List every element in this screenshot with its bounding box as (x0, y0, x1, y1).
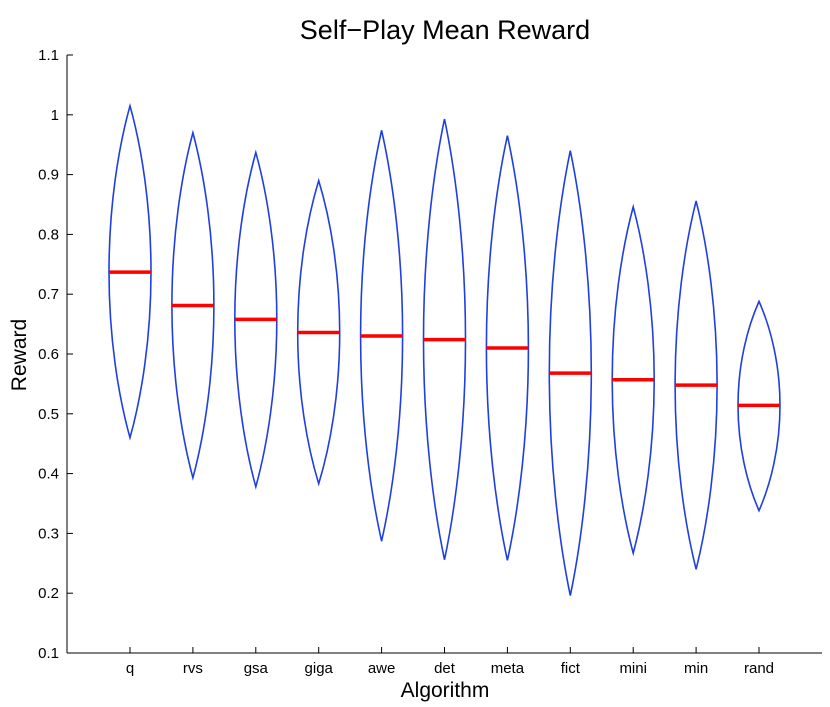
violin-min (674, 200, 718, 570)
x-tick-label: rvs (183, 660, 203, 677)
y-tick-label: 0.4 (38, 466, 59, 483)
violin-giga (296, 177, 341, 487)
y-tick-label: 0.7 (38, 286, 59, 303)
x-tick-label: det (434, 660, 456, 677)
x-tick-label: rand (744, 660, 774, 677)
violin-q (108, 102, 152, 441)
chart-title: Self−Play Mean Reward (300, 15, 590, 45)
violin-rvs (171, 129, 215, 481)
y-tick-label: 0.3 (38, 525, 59, 542)
violin-rand (737, 299, 781, 513)
violins (108, 102, 781, 596)
violin-fict (548, 150, 593, 596)
violin-mini (611, 203, 656, 557)
x-tick-label: meta (491, 660, 525, 677)
violin-det (422, 118, 467, 560)
x-tick-label: fict (561, 660, 581, 677)
x-tick-label: giga (305, 660, 334, 677)
y-axis-label: Reward (8, 319, 31, 391)
x-tick-label: awe (368, 660, 396, 677)
violin-awe (359, 130, 404, 542)
axes: 0.1 0.2 0.3 0.4 0.5 0.6 0.7 0.8 0.9 1 1.1 q rvs gsa gi… (38, 47, 822, 677)
mean-markers (109, 270, 780, 408)
x-tick-label: gsa (244, 660, 269, 677)
y-tick-label: 0.6 (38, 346, 59, 363)
x-axis-label: Algorithm (401, 679, 490, 702)
x-tick-label: q (126, 660, 134, 677)
x-tick-label: min (684, 660, 708, 677)
y-tick-label: 1 (51, 107, 59, 124)
y-tick-label: 0.1 (38, 645, 59, 662)
y-tick-label: 1.1 (38, 47, 59, 64)
y-tick-label: 0.9 (38, 167, 59, 184)
violin-meta (485, 135, 530, 561)
y-tick-label: 0.2 (38, 585, 59, 602)
violin-gsa (233, 149, 278, 490)
y-tick-label: 0.5 (38, 406, 59, 423)
x-tick-label: mini (619, 660, 647, 677)
y-tick-label: 0.8 (38, 226, 59, 243)
